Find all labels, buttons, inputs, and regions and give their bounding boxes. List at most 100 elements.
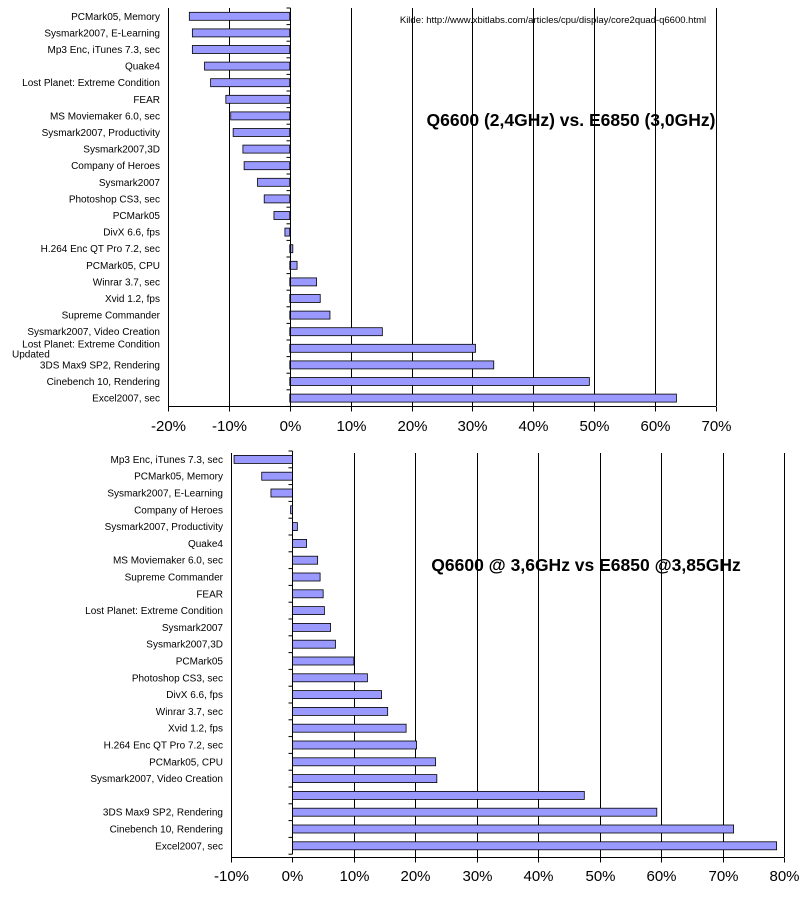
chart-2-category-label: DivX 6.6, fps (166, 690, 223, 701)
chart-1-bar (191, 28, 291, 38)
chart-1-category-label: Lost Planet: Extreme Condition (22, 78, 160, 89)
chart-2-x-tick-label: -10% (214, 868, 249, 885)
chart-1-bar (273, 211, 291, 220)
chart-1-category-label: PCMark05, CPU (86, 261, 160, 272)
chart-2-bar (292, 791, 585, 800)
chart-2-category-label: Sysmark2007,3D (146, 640, 223, 651)
chart-1-bar (210, 78, 291, 88)
chart-2-bar (292, 522, 298, 531)
chart-1-category-label: 3DS Max9 SP2, Rendering (40, 360, 160, 371)
chart-2-category-label: Photoshop CS3, sec (132, 673, 223, 684)
chart-1-category-label: MS Moviemaker 6.0, sec (50, 111, 160, 122)
chart-1-x-tick-label: 50% (579, 418, 609, 435)
chart-1-category-label: Photoshop CS3, sec (69, 194, 160, 205)
chart-1-bar (289, 360, 495, 370)
chart-1-category-label: DivX 6.6, fps (103, 228, 160, 239)
chart-1-category-label: H.264 Enc QT Pro 7.2, sec (41, 244, 160, 255)
chart-1-bar (289, 393, 677, 403)
chart-1-category-label: Company of Heroes (71, 161, 160, 172)
chart-1-x-tick-label: 20% (397, 418, 427, 435)
chart-1-category-label: PCMark05, Memory (71, 12, 160, 23)
chart-1-category-label: Quake4 (125, 62, 160, 73)
chart-2-category-label: Lost Planet: Extreme Condition (85, 606, 223, 617)
chart-1-category-label: Updated (12, 349, 50, 360)
chart-1-category-label: Lost Planet: Extreme Condition (22, 339, 160, 350)
chart-1-bar (242, 144, 291, 154)
chart-2-bar (292, 841, 778, 851)
chart-1-category-label: Winrar 3.7, sec (93, 277, 160, 288)
chart-1-source-note: Kilde: http://www.xbitlabs.com/articles/… (400, 15, 706, 26)
chart-2-category-label: Supreme Commander (125, 573, 224, 584)
chart-2-bar (270, 488, 293, 498)
chart-1-x-tick-label: 60% (640, 418, 670, 435)
chart-2-category-label: Quake4 (188, 539, 223, 550)
chart-2-x-tick-label: 80% (769, 868, 799, 885)
chart-2-category-label: Mp3 Enc, iTunes 7.3, sec (111, 455, 223, 466)
chart-2-title: Q6600 @ 3,6GHz vs E6850 @3,85GHz (431, 555, 741, 575)
chart-1-bar (289, 343, 476, 353)
chart-1-category-label: Cinebench 10, Rendering (47, 377, 160, 388)
chart-1-category-label: PCMark05 (113, 211, 161, 222)
chart-2-x-tick-label: 40% (523, 868, 553, 885)
chart-2-bar (292, 807, 658, 817)
chart-2-category-label: PCMark05 (176, 657, 224, 668)
chart-2-bar (292, 656, 355, 666)
chart-2-category-label: H.264 Enc QT Pro 7.2, sec (104, 741, 223, 752)
chart-2-category-label: Sysmark2007, Video Creation (90, 774, 223, 785)
chart-1-bar (204, 61, 291, 71)
chart-1-bar (225, 94, 291, 104)
chart-2-bar (233, 454, 293, 464)
chart-2-category-label: Cinebench 10, Rendering (110, 825, 223, 836)
chart-1-bar (289, 310, 331, 320)
chart-2-bar (292, 623, 331, 632)
chart-1-bar (257, 177, 291, 187)
chart-1-category-label: FEAR (133, 95, 160, 106)
chart-2-bar (292, 707, 389, 716)
chart-1-bar (230, 111, 291, 121)
chart-2-bar (292, 824, 735, 834)
chart-2-bar (292, 639, 336, 649)
chart-1-bar (263, 194, 291, 204)
chart-2-category-label: FEAR (196, 589, 223, 600)
chart-1-category-label: Sysmark2007, E-Learning (44, 28, 160, 39)
chart-1-bar (289, 277, 317, 287)
chart-1-category-label: Sysmark2007 (99, 178, 161, 189)
chart-2-category-label: 3DS Max9 SP2, Rendering (103, 808, 223, 819)
chart-1-x-tick-label: -10% (212, 418, 247, 435)
chart-1-category-label: Sysmark2007,3D (83, 145, 160, 156)
chart-2-category-label: MS Moviemaker 6.0, sec (113, 556, 223, 567)
chart-2-category-label: Excel2007, sec (155, 841, 223, 852)
chart-1-bar (284, 227, 291, 237)
chart-1-category-label: Xvid 1.2, fps (105, 294, 160, 305)
chart-2-x-tick-label: 60% (646, 868, 676, 885)
chart-2-x-tick-label: 50% (585, 868, 615, 885)
chart-1-category-label: Sysmark2007, Video Creation (27, 327, 160, 338)
chart-2-x-tick-label: 0% (282, 868, 304, 885)
chart-2-bar (292, 572, 321, 582)
chart-2-category-label: Company of Heroes (134, 505, 223, 516)
chart-1-title: Q6600 (2,4GHz) vs. E6850 (3,0GHz) (427, 110, 716, 130)
chart-2-category-label: PCMark05, CPU (149, 757, 223, 768)
chart-1-x-tick-label: 40% (518, 418, 548, 435)
chart-1-bar (191, 45, 291, 54)
chart-1-x-tick-label: 30% (457, 418, 487, 435)
chart-2-bar (292, 774, 438, 783)
chart-2-bar (292, 589, 324, 599)
chart-2-category-label: Sysmark2007 (162, 623, 224, 634)
chart-1-bar (289, 260, 298, 270)
chart-1-bar (289, 294, 321, 303)
chart-2-x-tick-label: 10% (339, 868, 369, 885)
chart-1-bar (232, 128, 291, 137)
chart-1-bar (188, 11, 291, 21)
chart-1-category-label: Sysmark2007, Productivity (42, 128, 160, 139)
chart-2-bar (292, 539, 307, 548)
chart-1-category-label: Mp3 Enc, iTunes 7.3, sec (48, 45, 160, 56)
chart-2-bar (292, 555, 319, 565)
chart-1-bar (289, 327, 383, 337)
chart-2-category-label: Winrar 3.7, sec (156, 707, 223, 718)
chart-2-bar (292, 673, 368, 683)
chart-1-x-tick-label: -20% (151, 418, 186, 435)
chart-2-bar (292, 606, 325, 615)
chart-2-x-tick-label: 30% (462, 868, 492, 885)
chart-2-bar (292, 740, 417, 750)
